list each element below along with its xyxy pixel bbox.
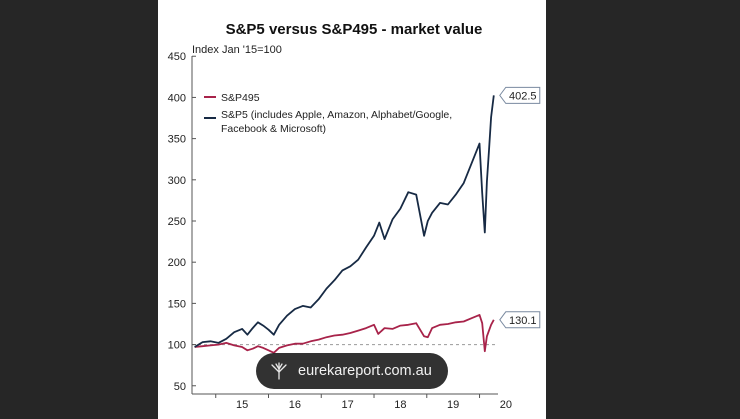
y-tick-label: 250 — [168, 216, 186, 228]
callout-sp5-label: 402.5 — [509, 90, 537, 102]
x-tick-label: 17 — [342, 399, 354, 411]
tree-icon — [271, 362, 287, 380]
legend-label-sp5: S&P5 (includes Apple, Amazon, Alphabet/G… — [221, 109, 455, 135]
chart-title: S&P5 versus S&P495 - market value — [226, 21, 483, 38]
x-tick-label: 15 — [236, 399, 248, 411]
y-tick-label: 50 — [174, 381, 186, 393]
y-tick-label: 150 — [168, 298, 186, 310]
y-tick-label: 400 — [168, 92, 186, 104]
watermark-text: eurekareport.com.au — [298, 363, 432, 379]
chart: S&P5 versus S&P495 - market value Index … — [168, 21, 541, 411]
watermark-badge[interactable]: eurekareport.com.au — [256, 353, 448, 389]
series-line-sp5 — [194, 95, 495, 348]
callout-sp495-end-value: 130.1 — [499, 311, 541, 329]
callout-sp495-label: 130.1 — [509, 315, 537, 327]
legend: S&P495 S&P5 (includes Apple, Amazon, Alp… — [204, 92, 455, 135]
y-axis-label: Index Jan '15=100 — [192, 44, 282, 56]
y-tick-label: 100 — [168, 340, 186, 352]
series-line-sp495 — [194, 313, 495, 354]
y-tick-label: 450 — [168, 51, 186, 63]
callout-sp5-end-value: 402.5 — [499, 86, 541, 104]
x-tick-label: 18 — [394, 399, 406, 411]
x-tick-label: 16 — [289, 399, 301, 411]
y-tick-label: 200 — [168, 257, 186, 269]
chart-panel: S&P5 versus S&P495 - market value Index … — [158, 0, 546, 419]
legend-label-sp495: S&P495 — [221, 92, 260, 104]
x-tick-label: 20 — [500, 399, 512, 411]
y-tick-label: 300 — [168, 175, 186, 187]
x-tick-label: 19 — [447, 399, 459, 411]
y-tick-label: 350 — [168, 134, 186, 146]
